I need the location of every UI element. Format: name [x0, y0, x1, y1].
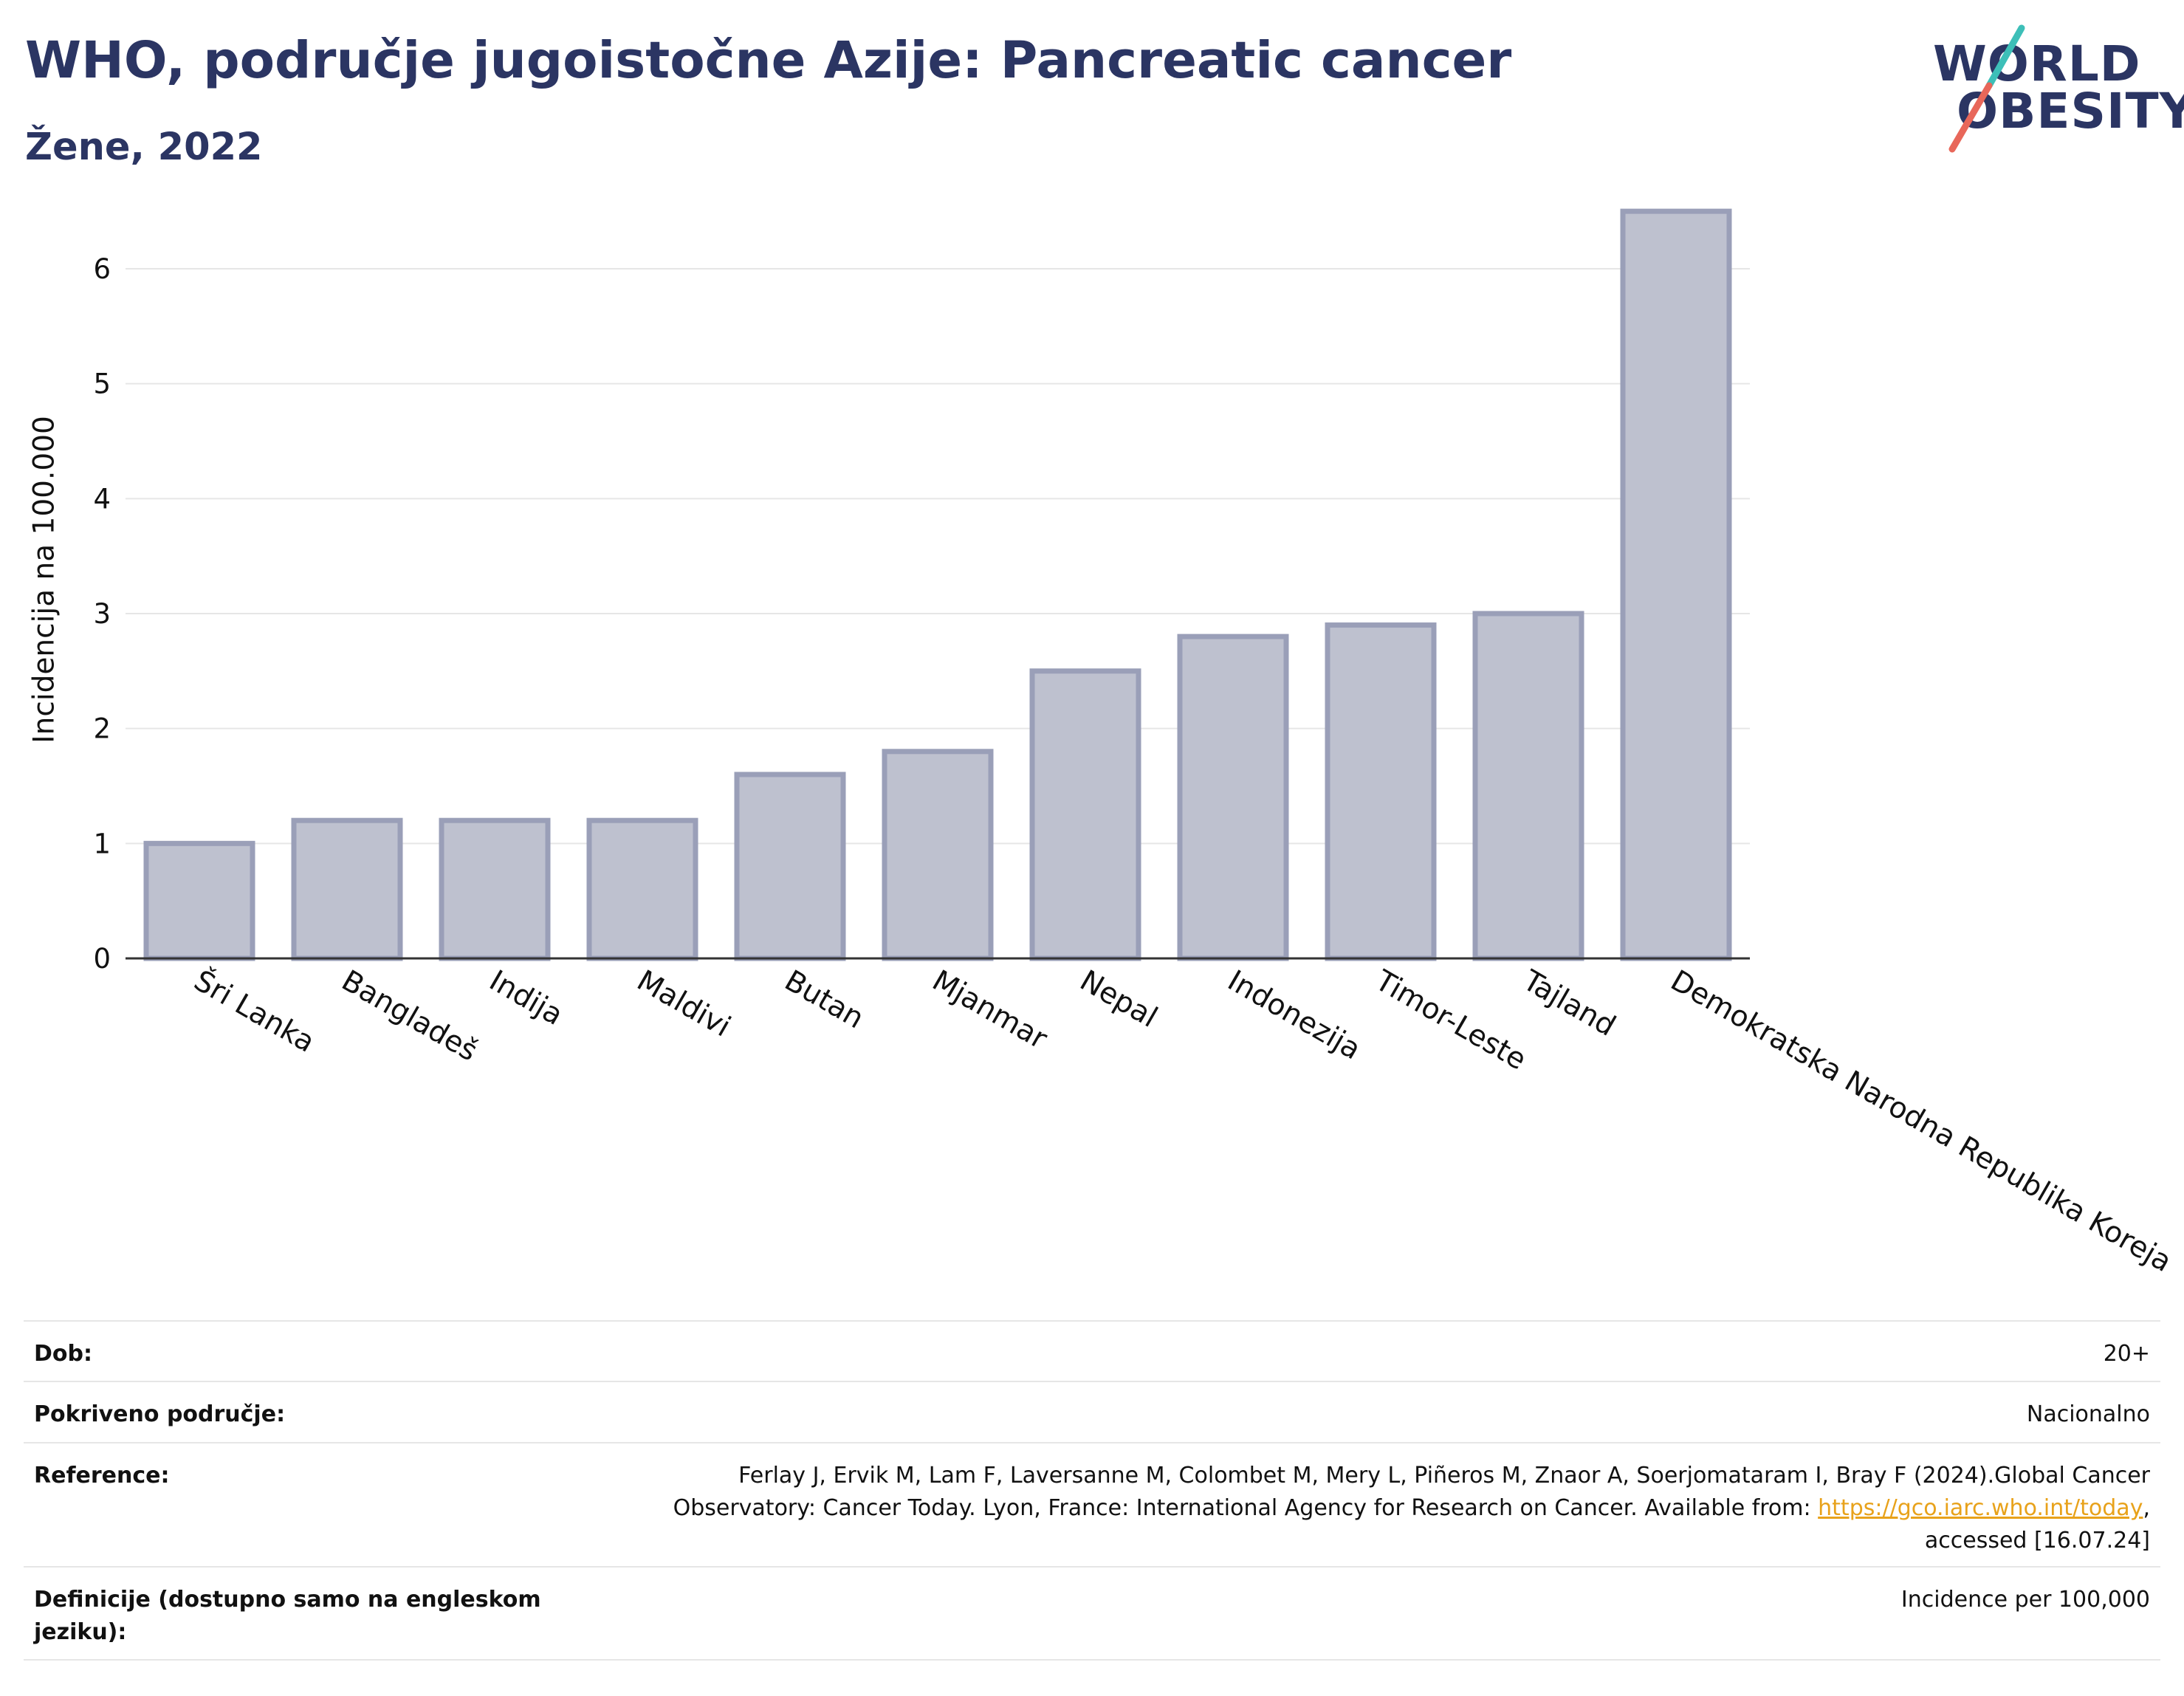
metadata-table: Dob: 20+ Pokriveno područje: Nacionalno …: [24, 1320, 2160, 1661]
bar: [1620, 208, 1732, 961]
y-tick-label: 6: [93, 253, 111, 285]
bar: [586, 817, 698, 961]
footer-row-reference: Reference: Ferlay J, Ervik M, Lam F, Lav…: [24, 1442, 2160, 1566]
y-tick-label: 3: [93, 598, 111, 630]
footer-value-reference: Ferlay J, Ervik M, Lam F, Laversanne M, …: [600, 1460, 2150, 1557]
y-tick-label: 0: [93, 943, 111, 975]
footer-value-coverage: Nacionalno: [2026, 1401, 2150, 1427]
x-tick-label: Tajland: [1517, 964, 1621, 1043]
footer-label-coverage: Pokriveno područje:: [34, 1401, 286, 1427]
reference-comma: ,: [2143, 1495, 2150, 1521]
bar: [439, 817, 551, 961]
logo-word-obesity: OBESITY: [1957, 83, 2184, 140]
y-tick-label: 5: [93, 368, 111, 400]
bar: [291, 817, 403, 961]
x-tick-label: Mjanmar: [927, 964, 1053, 1057]
footer-label-definitions: Definicije (dostupno samo na engleskom j…: [34, 1587, 541, 1645]
bar: [1177, 634, 1289, 961]
reference-line-2: Observatory: Cancer Today. Lyon, France:…: [673, 1495, 1819, 1521]
bar: [882, 749, 994, 961]
bar: [1029, 668, 1141, 961]
footer-label-age: Dob:: [34, 1341, 92, 1367]
chart-title: WHO, područje jugoistočne Azije: Pancrea…: [25, 31, 1512, 90]
footer-row-coverage: Pokriveno područje: Nacionalno: [24, 1381, 2160, 1442]
world-obesity-logo: WORLD OBESITY: [1927, 22, 2184, 155]
y-tick-label: 4: [93, 483, 111, 515]
reference-line-3: accessed [16.07.24]: [1924, 1528, 2150, 1553]
x-tick-label: Maldivi: [631, 964, 736, 1044]
footer-row-definitions: Definicije (dostupno samo na engleskom j…: [24, 1566, 2160, 1661]
bar: [143, 840, 255, 961]
x-tick-label: Indija: [484, 964, 569, 1032]
x-tick-label: Demokratska Narodna Republika Koreja: [1665, 964, 2177, 1279]
x-tick-label: Butan: [779, 964, 869, 1036]
bar: [1325, 622, 1437, 961]
footer-value-definitions: Incidence per 100,000: [1900, 1587, 2150, 1613]
bar: [1472, 611, 1584, 961]
reference-line-1: Ferlay J, Ervik M, Lam F, Laversanne M, …: [738, 1463, 2150, 1489]
y-tick-label: 1: [93, 828, 111, 859]
x-tick-label: Indonezija: [1222, 964, 1366, 1067]
x-tick-label: Šri Lanka: [188, 963, 321, 1060]
footer-value-age: 20+: [2103, 1341, 2150, 1367]
footer-row-age: Dob: 20+: [24, 1320, 2160, 1381]
footer-label-reference: Reference:: [34, 1463, 170, 1489]
x-tick-label: Nepal: [1074, 964, 1163, 1034]
bar: [734, 772, 846, 961]
reference-link[interactable]: https://gco.iarc.who.int/today: [1818, 1495, 2143, 1521]
bar-chart: 0 1 2 3 4 5 6 Šri Lanka Bangladeš Indija Maldivi Bu…: [93, 208, 2177, 1279]
y-tick-label: 2: [93, 713, 111, 745]
chart-subtitle: Žene, 2022: [25, 126, 263, 169]
logo-word-world: WORLD: [1933, 35, 2141, 92]
logo-slash-icon: [1948, 24, 2025, 153]
x-tick-label: Bangladeš: [336, 964, 483, 1068]
x-tick-label: Timor-Leste: [1369, 964, 1531, 1077]
